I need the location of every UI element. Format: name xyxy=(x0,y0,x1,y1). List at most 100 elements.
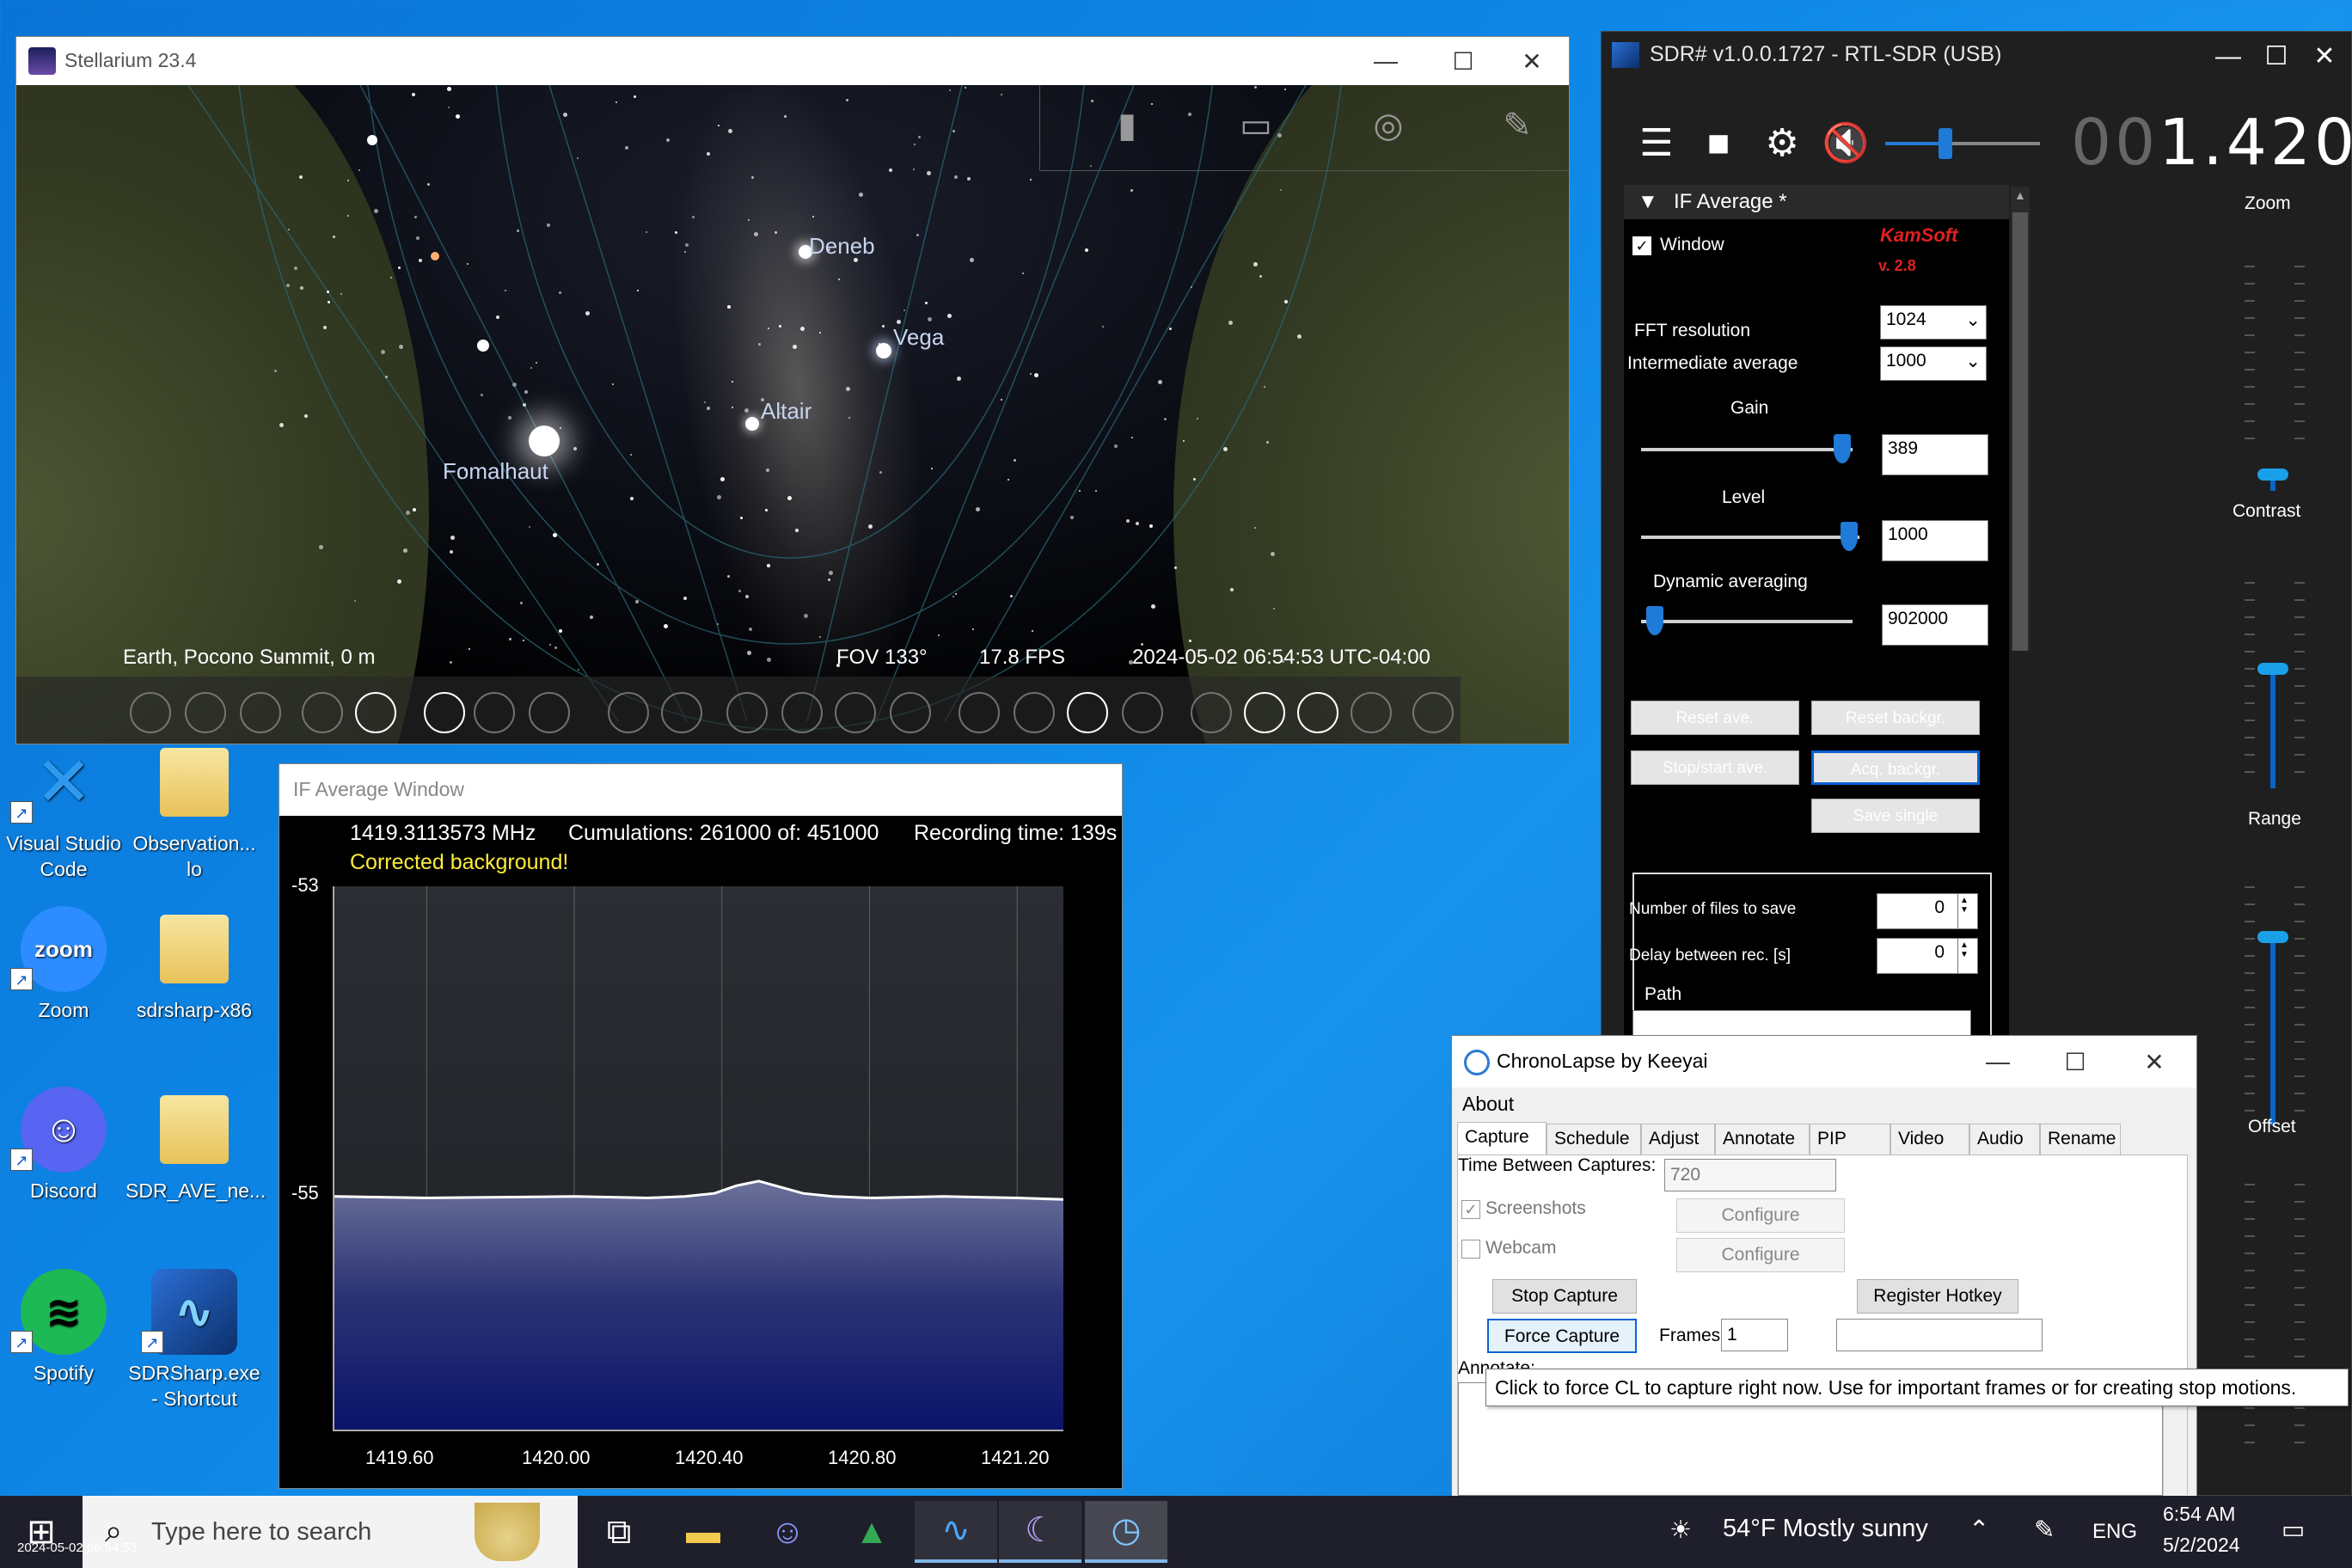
dynamic-averaging-input[interactable]: 902000 xyxy=(1882,604,1988,646)
desktop-icon-discord[interactable]: ☺ ↗ Discord xyxy=(0,1087,132,1204)
start-button[interactable]: ⊞ xyxy=(0,1501,83,1563)
fomalhaut-star[interactable] xyxy=(529,426,560,456)
sdrsharp-window[interactable]: SDR# v1.0.0.1727 - RTL-SDR (USB) — ☐ ✕ ☰… xyxy=(1601,31,2352,1496)
sdr-titlebar[interactable]: SDR# v1.0.0.1727 - RTL-SDR (USB) — ☐ ✕ xyxy=(1602,32,2351,80)
target-icon[interactable]: ◎ xyxy=(1373,107,1404,144)
ground-icon[interactable] xyxy=(424,692,465,733)
search-icon[interactable] xyxy=(1067,692,1108,733)
satellites-icon[interactable] xyxy=(959,692,1000,733)
pointer-icon[interactable] xyxy=(1122,692,1163,733)
taskbar-discord[interactable]: ☺ xyxy=(746,1501,829,1563)
if-average-panel-header[interactable]: ▼ IF Average * xyxy=(1624,185,2009,219)
desktop-icon-vscode[interactable]: ✕ ↗ Visual Studio Code xyxy=(0,739,132,882)
level-slider-track[interactable] xyxy=(1641,536,1859,539)
tab-video[interactable]: Video xyxy=(1890,1124,1969,1155)
tab-adjust[interactable]: Adjust xyxy=(1641,1124,1715,1155)
if-average-window[interactable]: IF Average Window 1419.3113573 MHz Cumul… xyxy=(279,763,1123,1489)
task-view-button[interactable]: ⧉ xyxy=(578,1501,660,1563)
rewind-icon[interactable] xyxy=(1191,692,1232,733)
panel-scrollbar[interactable]: ▲ xyxy=(2011,187,2030,651)
galaxy-icon[interactable] xyxy=(608,692,649,733)
tab-rename[interactable]: Rename xyxy=(2040,1124,2121,1155)
chronolapse-window[interactable]: ChronoLapse by Keeyai — ☐ ✕ About Captur… xyxy=(1451,1035,2197,1499)
save-single-button[interactable]: Save single xyxy=(1811,799,1980,833)
webcam-checkbox[interactable] xyxy=(1461,1240,1480,1259)
tab-schedule[interactable]: Schedule xyxy=(1547,1124,1641,1155)
equatorial-grid-icon[interactable] xyxy=(302,692,343,733)
desktop-icon-observation[interactable]: Observation... lo xyxy=(126,739,263,882)
range-slider-track[interactable] xyxy=(2270,936,2275,1125)
desktop-icon-sdrsharp-x86[interactable]: sdrsharp-x86 xyxy=(126,906,263,1023)
register-hotkey-button[interactable]: Register Hotkey xyxy=(1857,1279,2018,1314)
menu-icon[interactable]: ☰ xyxy=(1639,122,1674,164)
taskbar-chronolapse[interactable]: ◷ xyxy=(1085,1501,1167,1563)
desktop-icon-zoom[interactable]: zoom ↗ Zoom xyxy=(0,906,132,1023)
intermediate-average-select[interactable]: 1000 ⌄ xyxy=(1880,346,1987,381)
path-input[interactable] xyxy=(1632,1010,1971,1036)
fft-resolution-select[interactable]: 1024 ⌄ xyxy=(1880,305,1987,340)
clock-date[interactable]: 5/2/2024 xyxy=(2163,1534,2240,1556)
close-button[interactable]: ✕ xyxy=(1522,47,1542,75)
gear-icon[interactable]: ⚙ xyxy=(1765,122,1799,164)
taskbar-search[interactable]: ⌕ Type here to search xyxy=(83,1496,578,1568)
taskbar-google-drive[interactable]: ▲ xyxy=(830,1501,913,1563)
maximize-button[interactable]: ☐ xyxy=(2264,42,2288,70)
gain-input[interactable]: 389 xyxy=(1882,434,1988,475)
configure-screenshots-button[interactable]: Configure xyxy=(1676,1198,1845,1233)
level-slider-thumb[interactable] xyxy=(1841,522,1858,551)
play-icon[interactable] xyxy=(1244,692,1285,733)
minimize-button[interactable]: — xyxy=(2215,42,2241,70)
contrast-slider-thumb[interactable] xyxy=(2257,663,2288,675)
power-icon[interactable] xyxy=(1412,692,1454,733)
screen-icon[interactable]: ▭ xyxy=(1240,107,1272,144)
now-icon[interactable] xyxy=(1297,692,1338,733)
menu-about[interactable]: About xyxy=(1462,1093,1515,1115)
zoom-slider-thumb[interactable] xyxy=(2257,469,2288,481)
taskbar-stellarium[interactable]: ☾ xyxy=(999,1501,1081,1563)
tab-capture[interactable]: Capture xyxy=(1457,1122,1547,1155)
center-icon[interactable] xyxy=(781,692,823,733)
gain-slider-track[interactable] xyxy=(1641,448,1853,451)
frames-input[interactable]: 1 xyxy=(1721,1319,1788,1351)
fast-forward-icon[interactable] xyxy=(1351,692,1392,733)
taskbar-sdrsharp[interactable]: ∿ xyxy=(915,1501,997,1563)
planet-labels-icon[interactable] xyxy=(661,692,702,733)
stop-start-ave-button[interactable]: Stop/start ave. xyxy=(1631,750,1799,785)
level-input[interactable]: 1000 xyxy=(1882,520,1988,561)
stellarium-window[interactable]: Stellarium 23.4 — ☐ ✕ xyxy=(15,36,1570,744)
contrast-slider-track[interactable] xyxy=(2270,668,2275,788)
trash-icon[interactable]: ▮ xyxy=(1117,107,1136,144)
constellation-art-icon[interactable] xyxy=(240,692,281,733)
star[interactable] xyxy=(367,135,377,145)
delay-spinner[interactable]: ▲ ▼ xyxy=(1957,938,1978,974)
spectrum-plot[interactable] xyxy=(333,886,1063,1431)
frequency-display[interactable]: 001.420. xyxy=(2071,106,2352,180)
night-mode-icon[interactable] xyxy=(835,692,876,733)
volume-thumb[interactable] xyxy=(1939,128,1952,159)
stellarium-titlebar[interactable]: Stellarium 23.4 — ☐ ✕ xyxy=(16,37,1569,85)
minimize-button[interactable]: — xyxy=(1374,47,1398,74)
weather-icon[interactable]: ☀ xyxy=(1669,1516,1692,1544)
atmosphere-icon[interactable] xyxy=(474,692,515,733)
stop-capture-button[interactable]: Stop Capture xyxy=(1492,1279,1637,1314)
acq-backgr-button[interactable]: Acq. backgr. xyxy=(1811,750,1980,785)
chronolapse-titlebar[interactable]: ChronoLapse by Keeyai — ☐ ✕ xyxy=(1452,1036,2196,1087)
gain-slider-thumb[interactable] xyxy=(1834,434,1851,463)
if-average-titlebar[interactable]: IF Average Window xyxy=(279,764,1122,816)
chevron-up-icon[interactable]: ⌃ xyxy=(1969,1516,1990,1544)
telescope-icon[interactable] xyxy=(726,692,768,733)
maximize-button[interactable]: ☐ xyxy=(2064,1048,2086,1075)
delay-input[interactable]: 0 xyxy=(1877,938,1966,974)
desktop-icon-sdrsharp-shortcut[interactable]: ∿ ↗ SDRSharp.exe - Shortcut xyxy=(126,1269,263,1412)
clock-time[interactable]: 6:54 AM xyxy=(2163,1503,2236,1525)
deneb-star[interactable] xyxy=(799,245,812,259)
reset-ave-button[interactable]: Reset ave. xyxy=(1631,701,1799,735)
weather-text[interactable]: 54°F Mostly sunny xyxy=(1723,1515,1928,1542)
range-slider-thumb[interactable] xyxy=(2257,931,2288,943)
minimize-button[interactable]: — xyxy=(1986,1048,2010,1075)
hotkey-input[interactable] xyxy=(1836,1319,2043,1351)
mute-icon[interactable]: 🔇 xyxy=(1822,122,1870,164)
taskbar-file-explorer[interactable]: ▬ xyxy=(662,1501,744,1563)
nebulae-icon[interactable] xyxy=(529,692,570,733)
desktop-icon-sdr-ave[interactable]: SDR_AVE_ne... xyxy=(126,1087,266,1204)
